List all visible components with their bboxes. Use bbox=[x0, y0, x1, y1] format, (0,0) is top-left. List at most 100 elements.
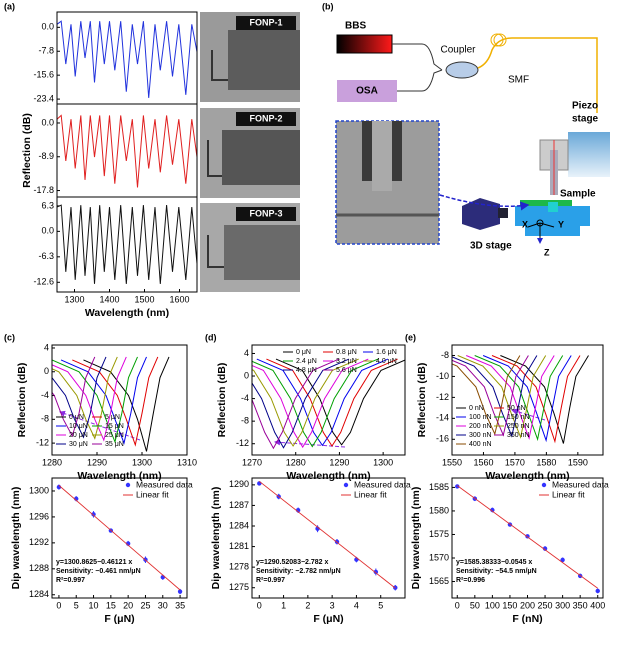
x-tick-label: 1580 bbox=[536, 457, 556, 467]
x-tick-label: 1310 bbox=[177, 457, 197, 467]
x-tick-label: 1590 bbox=[568, 457, 588, 467]
x-tick-label: 1280 bbox=[286, 457, 306, 467]
photo-1: FONP-1 bbox=[200, 12, 300, 102]
x-tick-label: 1300 bbox=[64, 294, 84, 304]
y-tick-label: -8 bbox=[241, 416, 249, 426]
spectrum-line bbox=[266, 358, 398, 447]
x-axis-label: Wavelength (nm) bbox=[485, 470, 569, 482]
plot-frame bbox=[251, 344, 406, 456]
x-tick-label: 300 bbox=[555, 600, 570, 610]
spectrum-line bbox=[83, 356, 170, 452]
legend-label: 3.2 μN bbox=[336, 358, 357, 365]
axis-label: Z bbox=[544, 247, 550, 257]
plot-frame bbox=[451, 477, 604, 599]
legend-label: Measured data bbox=[136, 479, 193, 489]
x-tick-label: 1570 bbox=[505, 457, 525, 467]
spectrum-line bbox=[252, 358, 350, 449]
spectrum-line bbox=[256, 358, 389, 447]
legend-marker bbox=[343, 482, 349, 488]
y-tick-label: -15.6 bbox=[33, 70, 54, 80]
plot-frame bbox=[51, 477, 188, 599]
legend-label: 2.4 μN bbox=[296, 358, 317, 365]
y-tick-label: 0.0 bbox=[41, 117, 54, 127]
piezo-label: stage bbox=[572, 114, 599, 125]
photo-3: FONP-3 bbox=[200, 203, 300, 292]
panel-label: (c) bbox=[4, 332, 15, 342]
fit-line bbox=[259, 480, 396, 589]
spectrum-line bbox=[52, 356, 107, 439]
annotation: y=1290.52083−2.782 x bbox=[256, 559, 329, 566]
y-axis-label: Reflection (dB) bbox=[216, 363, 228, 438]
legend-label: 0.8 μN bbox=[336, 349, 357, 356]
annotation: Sensitivity: −0.461 nm/μN bbox=[56, 568, 141, 575]
data-point bbox=[560, 557, 565, 563]
y-tick-label: -7.8 bbox=[38, 46, 54, 56]
x-tick-label: 1270 bbox=[242, 457, 262, 467]
y-tick-label: 1296 bbox=[29, 511, 49, 521]
y-axis-label: Dip wavelength (nm) bbox=[10, 487, 22, 590]
y-tick-label: 1570 bbox=[429, 552, 449, 562]
spectrum-line bbox=[452, 355, 521, 436]
y-tick-label: -8 bbox=[41, 414, 49, 424]
x-tick-label: 1300 bbox=[373, 457, 393, 467]
x-tick-label: 1280 bbox=[42, 457, 62, 467]
plot-frame bbox=[251, 477, 406, 599]
spectrum-line bbox=[452, 355, 538, 438]
spectrum-line bbox=[57, 204, 197, 284]
y-tick-label: 1300 bbox=[29, 485, 49, 495]
x-tick-label: 3 bbox=[330, 600, 335, 610]
y-tick-label: 1287 bbox=[229, 500, 249, 510]
sample-label: Sample bbox=[560, 189, 596, 200]
spectrum-line bbox=[52, 356, 127, 442]
y-tick-label: 1275 bbox=[229, 582, 249, 592]
legend-label: Measured data bbox=[354, 479, 411, 489]
legend-label: 350 nN bbox=[507, 432, 530, 439]
y-tick-label: 1580 bbox=[429, 505, 449, 515]
y-tick-label: 1575 bbox=[429, 529, 449, 539]
legend-label: 150 nN bbox=[507, 414, 530, 421]
y-tick-label: -16 bbox=[436, 434, 449, 444]
y-tick-label: -12 bbox=[436, 392, 449, 402]
x-tick-label: 1290 bbox=[87, 457, 107, 467]
spectrum-line bbox=[275, 358, 405, 446]
plot-frame bbox=[451, 344, 604, 456]
photo-label: FONP-2 bbox=[249, 113, 282, 123]
legend-label: 10 μN bbox=[69, 423, 88, 430]
y-axis-label: Reflection (dB) bbox=[16, 363, 28, 438]
x-axis-label: F (μN) bbox=[313, 613, 343, 625]
photo-label: FONP-1 bbox=[249, 17, 282, 27]
y-tick-label: 4 bbox=[244, 348, 249, 358]
photo-2: FONP-2 bbox=[200, 108, 300, 198]
x-tick-label: 1 bbox=[281, 600, 286, 610]
plot-area bbox=[57, 114, 197, 188]
x-tick-label: 0 bbox=[257, 600, 262, 610]
plot-area bbox=[252, 358, 405, 450]
annotation: R²=0.996 bbox=[456, 577, 485, 584]
plot-area bbox=[452, 355, 589, 444]
y-tick-label: 0.0 bbox=[41, 22, 54, 32]
plot-frame bbox=[51, 344, 188, 456]
spectrum-line bbox=[474, 355, 564, 442]
x-tick-label: 1560 bbox=[473, 457, 493, 467]
y-tick-label: -12.6 bbox=[33, 277, 54, 287]
spectrum-line bbox=[252, 358, 359, 447]
annotation: Sensitivity: −2.782 nm/μN bbox=[256, 568, 341, 575]
legend-label: 5.6 μN bbox=[336, 367, 357, 374]
legend-label: 1.6 μN bbox=[376, 349, 397, 356]
y-tick-label: 1292 bbox=[29, 537, 49, 547]
data-point bbox=[455, 484, 460, 489]
plot-area bbox=[52, 356, 170, 452]
plot-area bbox=[257, 480, 398, 591]
x-tick-label: 400 bbox=[590, 600, 605, 610]
axis-label: X bbox=[522, 219, 528, 229]
y-tick-label: 1284 bbox=[229, 520, 249, 530]
annotation: Sensitivity: −54.5 nm/μN bbox=[456, 568, 537, 575]
y-tick-label: 1585 bbox=[429, 482, 449, 492]
x-tick-label: 150 bbox=[502, 600, 517, 610]
y-tick-label: 1284 bbox=[29, 589, 49, 599]
legend-label: 100 nN bbox=[469, 414, 492, 421]
y-tick-label: 1290 bbox=[229, 479, 249, 489]
legend-label: 25 μN bbox=[105, 432, 124, 439]
x-tick-label: 1550 bbox=[442, 457, 462, 467]
